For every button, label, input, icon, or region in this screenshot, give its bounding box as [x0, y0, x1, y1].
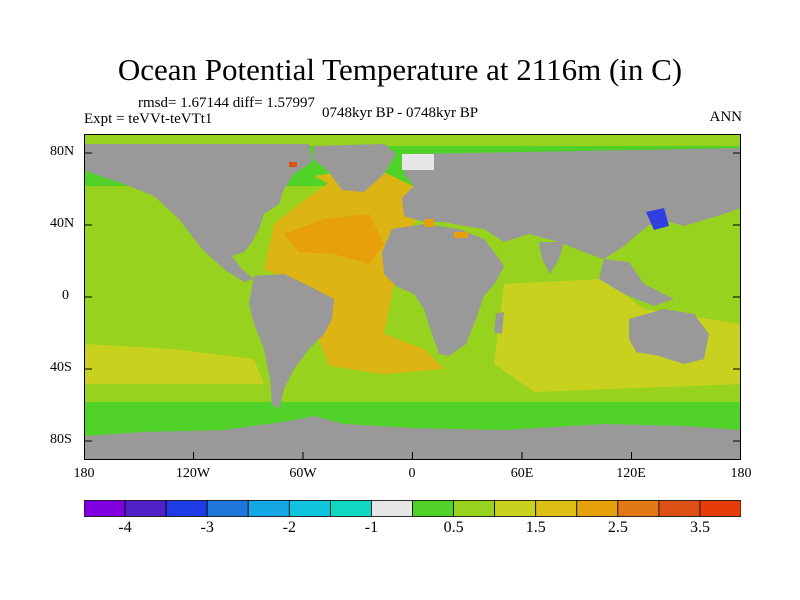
- season-label: ANN: [709, 109, 743, 125]
- experiment-label: Expt = teVVt-teVTt1: [84, 111, 213, 127]
- colorbar: [84, 500, 741, 517]
- colorbar-box: [206, 500, 249, 517]
- colorbar-label: 1.5: [525, 519, 546, 536]
- colorbar-box: [165, 500, 208, 517]
- colorbar-box: [699, 500, 741, 517]
- period-label: 0748kyr BP - 0748kyr BP: [321, 105, 479, 121]
- lon-label-120w: 120W: [175, 466, 211, 481]
- colorbar-label: 3.5: [689, 519, 710, 536]
- colorbar-box: [412, 500, 454, 517]
- colorbar-box: [247, 500, 290, 517]
- map-panel: [84, 134, 741, 460]
- japan-cold-spot: [646, 208, 669, 230]
- colorbar-box: [535, 500, 578, 517]
- colorbar-label: -3: [200, 519, 214, 536]
- north-america: [84, 144, 312, 282]
- colorbar-box: [329, 500, 372, 517]
- australia: [629, 309, 709, 364]
- north-atlantic-warm-core: [284, 214, 384, 264]
- lat-label-80n: 80N: [50, 144, 75, 159]
- south-america: [249, 274, 334, 409]
- colorbar-box: [617, 500, 660, 517]
- mediterranean-warm-spot: [424, 219, 434, 227]
- antarctica: [84, 416, 741, 460]
- lon-label-180e: 180: [730, 466, 752, 481]
- map-ticks: [84, 152, 741, 460]
- africa: [382, 224, 504, 356]
- lat-label-80s: 80S: [50, 432, 72, 447]
- colorbar-box: [371, 500, 413, 517]
- india: [539, 242, 564, 274]
- lon-label-120e: 120E: [616, 466, 646, 481]
- colorbar-label: -4: [118, 519, 132, 536]
- lat-label-eq: 0: [62, 288, 69, 303]
- colorbar-box: [84, 500, 126, 517]
- map-title: Ocean Potential Temperature at 2116m (in…: [117, 52, 683, 87]
- colorbar-box: [658, 500, 701, 517]
- lon-label-60w: 60W: [289, 466, 317, 481]
- colorbar-label: 0.5: [443, 519, 464, 536]
- eastern-med-warm-spot: [454, 232, 468, 238]
- madagascar: [494, 312, 504, 334]
- colorbar-box: [453, 500, 496, 517]
- lon-label-60e: 60E: [510, 466, 534, 481]
- south-pacific-zone: [84, 344, 264, 384]
- colorbar-label: 2.5: [607, 519, 628, 536]
- world-map: [84, 134, 741, 460]
- lat-label-40s: 40S: [50, 360, 72, 375]
- lat-label-40n: 40N: [50, 216, 75, 231]
- rmsd-diff-stats: rmsd= 1.67144 diff= 1.57997: [138, 95, 316, 111]
- colorbar-box: [576, 500, 619, 517]
- colorbar-box: [494, 500, 537, 517]
- greenland: [312, 144, 396, 192]
- lon-label-180w: 180: [73, 466, 95, 481]
- labrador-hot-spot: [289, 162, 297, 167]
- colorbar-box: [124, 500, 167, 517]
- atlantic-warm-zone: [264, 172, 444, 374]
- colorbar-box: [288, 500, 331, 517]
- colorbar-label: -1: [364, 519, 379, 536]
- lon-label-0: 0: [408, 466, 416, 481]
- southeast-asia: [599, 259, 674, 306]
- eurasia: [402, 148, 741, 259]
- colorbar-label: -2: [282, 519, 296, 536]
- indian-ocean-zone: [494, 279, 741, 392]
- barents-pale-patch: [402, 154, 434, 170]
